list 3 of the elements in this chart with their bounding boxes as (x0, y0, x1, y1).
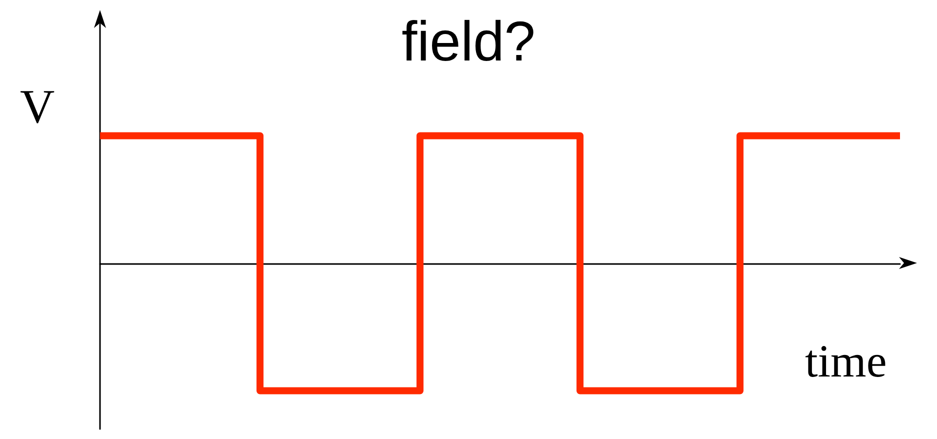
x-axis-title: time (805, 336, 887, 386)
chart-title: field? (402, 10, 536, 72)
y-axis-title: V (20, 80, 55, 134)
